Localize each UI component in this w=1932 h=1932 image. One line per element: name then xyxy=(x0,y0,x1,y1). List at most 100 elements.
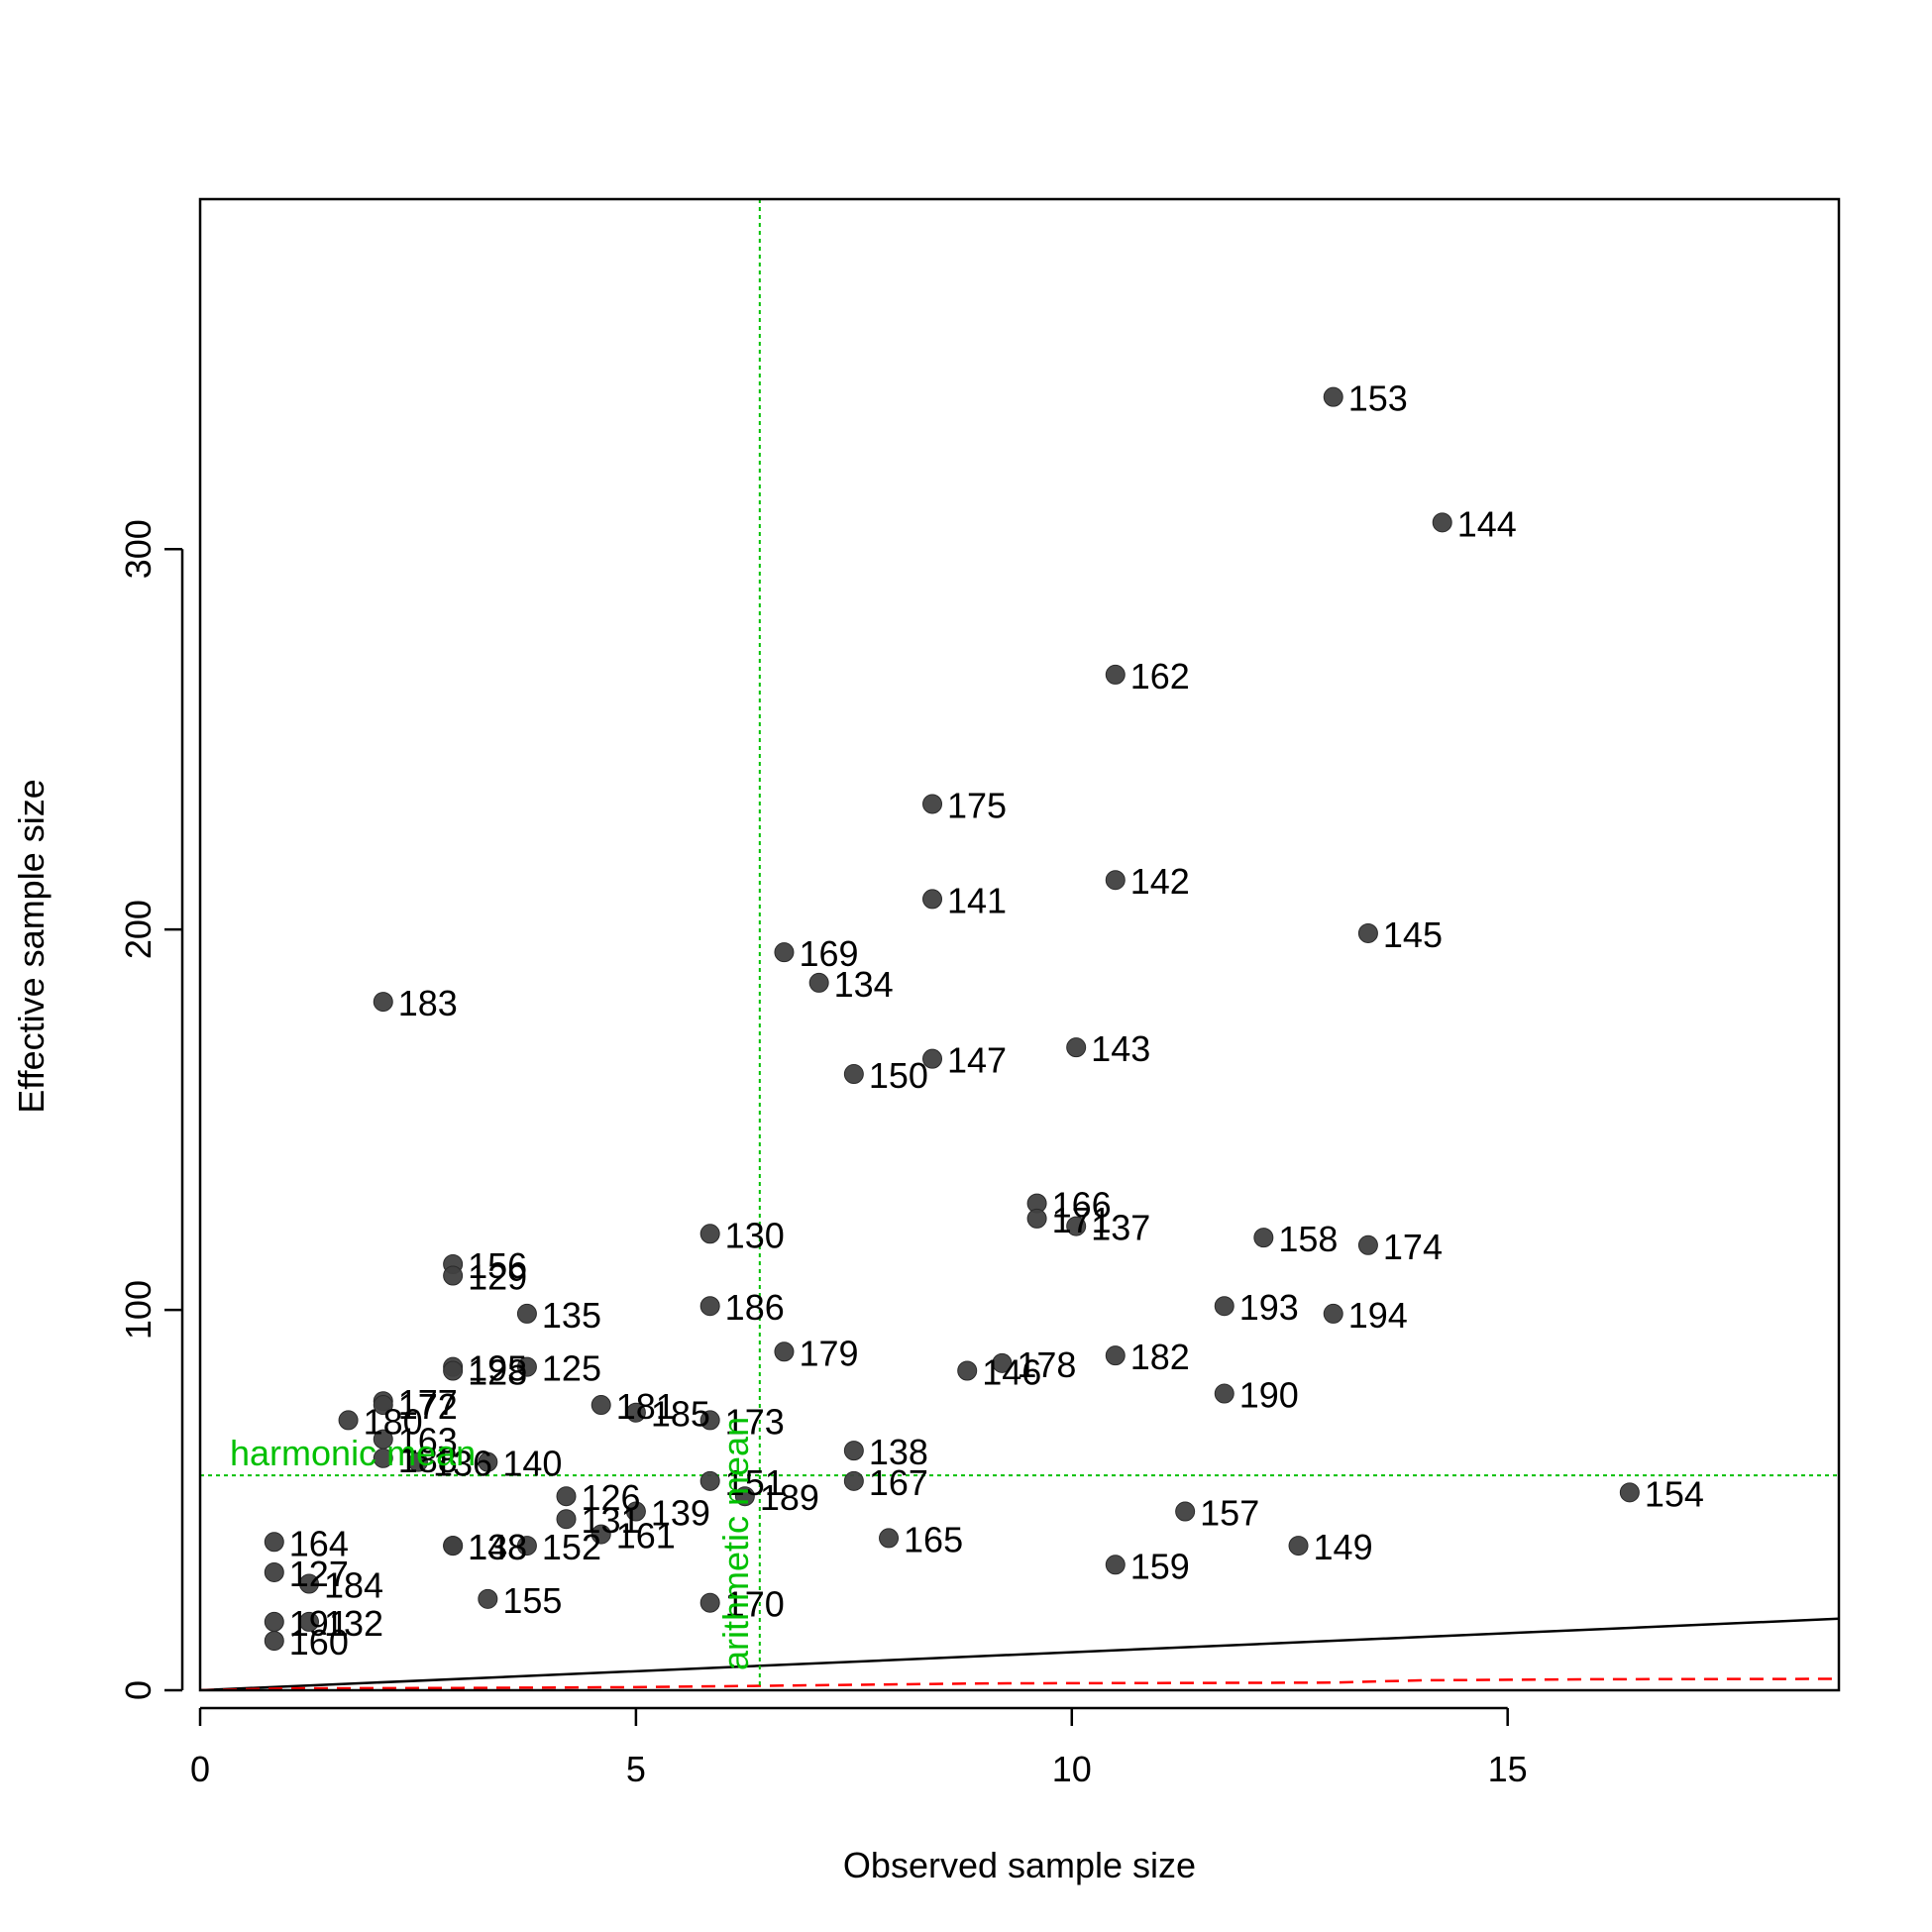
point-label-138: 138 xyxy=(869,1432,928,1472)
point-label-179: 179 xyxy=(799,1333,858,1373)
point-label-152: 152 xyxy=(542,1527,601,1567)
point-label-154: 154 xyxy=(1645,1473,1704,1514)
point-label-184: 184 xyxy=(324,1565,383,1606)
point-label-125: 125 xyxy=(542,1348,601,1389)
data-point-134 xyxy=(808,972,829,993)
point-label-163: 163 xyxy=(398,1421,458,1461)
data-point-161 xyxy=(590,1524,611,1545)
point-label-144: 144 xyxy=(1457,503,1517,544)
data-point-169 xyxy=(774,942,795,963)
data-point-171 xyxy=(1026,1208,1047,1229)
data-point-181 xyxy=(590,1395,611,1416)
data-point-182 xyxy=(1105,1345,1126,1366)
point-label-182: 182 xyxy=(1130,1337,1190,1377)
point-label-170: 170 xyxy=(725,1584,785,1625)
data-point-151 xyxy=(699,1470,720,1491)
point-label-186: 186 xyxy=(725,1287,785,1328)
data-point-184 xyxy=(298,1573,319,1594)
data-point-167 xyxy=(843,1470,864,1491)
plot-frame xyxy=(198,197,1841,1692)
y-tick-label-100: 100 xyxy=(118,1280,159,1340)
point-label-183: 183 xyxy=(398,983,458,1023)
data-point-190 xyxy=(1214,1383,1234,1404)
data-point-186 xyxy=(699,1296,720,1317)
y-axis-title: Effective sample size xyxy=(11,779,52,1113)
data-point-189 xyxy=(734,1486,755,1507)
data-point-193 xyxy=(1214,1296,1234,1317)
point-label-136: 136 xyxy=(433,1444,492,1484)
data-point-127 xyxy=(264,1561,284,1582)
lines-layer xyxy=(200,199,1839,1690)
point-label-149: 149 xyxy=(1314,1527,1373,1567)
data-point-157 xyxy=(1175,1501,1196,1522)
point-label-181: 181 xyxy=(616,1386,676,1427)
point-label-156: 156 xyxy=(468,1245,527,1286)
point-label-139: 139 xyxy=(651,1493,710,1534)
point-label-159: 159 xyxy=(1130,1546,1190,1586)
point-label-134: 134 xyxy=(834,964,894,1005)
data-point-130 xyxy=(699,1224,720,1244)
x-tick-label-0: 0 xyxy=(190,1749,210,1789)
x-tick-label-10: 10 xyxy=(1052,1749,1092,1789)
data-point-155 xyxy=(478,1588,498,1609)
point-label-148: 148 xyxy=(468,1527,527,1567)
point-label-194: 194 xyxy=(1348,1295,1408,1336)
x-tick-label-5: 5 xyxy=(626,1749,646,1789)
point-label-171: 171 xyxy=(1052,1200,1112,1240)
data-point-141 xyxy=(922,889,943,910)
data-point-125 xyxy=(516,1356,537,1377)
data-point-162 xyxy=(1105,664,1126,685)
point-label-143: 143 xyxy=(1091,1028,1150,1069)
data-point-194 xyxy=(1323,1303,1343,1324)
data-point-131 xyxy=(556,1509,577,1530)
point-label-128: 128 xyxy=(468,1352,527,1393)
point-label-169: 169 xyxy=(799,933,858,974)
point-label-155: 155 xyxy=(502,1580,562,1621)
point-label-153: 153 xyxy=(1348,378,1408,419)
point-label-147: 147 xyxy=(947,1040,1007,1081)
data-point-153 xyxy=(1323,386,1343,407)
point-label-175: 175 xyxy=(947,785,1007,825)
data-point-183 xyxy=(373,992,393,1013)
y-tick-label-0: 0 xyxy=(118,1680,159,1700)
data-point-139 xyxy=(625,1501,646,1522)
point-label-172: 172 xyxy=(398,1386,458,1427)
data-point-178 xyxy=(992,1352,1013,1373)
point-label-160: 160 xyxy=(289,1622,349,1663)
data-point-147 xyxy=(922,1048,943,1069)
point-label-178: 178 xyxy=(1017,1344,1076,1385)
point-label-133: 133 xyxy=(468,1527,527,1567)
data-point-126 xyxy=(556,1486,577,1507)
point-label-127: 127 xyxy=(289,1554,349,1594)
point-label-167: 167 xyxy=(869,1462,928,1503)
data-point-174 xyxy=(1357,1234,1378,1255)
data-point-145 xyxy=(1357,922,1378,943)
data-point-154 xyxy=(1619,1482,1640,1503)
point-label-126: 126 xyxy=(582,1477,641,1518)
point-label-180: 180 xyxy=(364,1401,423,1442)
point-label-193: 193 xyxy=(1239,1287,1299,1328)
data-point-135 xyxy=(516,1303,537,1324)
points-layer xyxy=(264,386,1640,1652)
point-label-129: 129 xyxy=(468,1257,527,1298)
point-label-132: 132 xyxy=(324,1603,383,1644)
data-point-188 xyxy=(373,1448,393,1468)
point-label-162: 162 xyxy=(1130,656,1190,697)
point-label-157: 157 xyxy=(1200,1493,1259,1534)
point-label-195: 195 xyxy=(468,1348,527,1389)
data-point-159 xyxy=(1105,1555,1126,1575)
data-point-172 xyxy=(373,1395,393,1416)
data-point-142 xyxy=(1105,870,1126,891)
data-point-179 xyxy=(774,1342,795,1362)
data-point-146 xyxy=(957,1360,978,1381)
data-point-144 xyxy=(1432,512,1452,533)
data-point-143 xyxy=(1066,1037,1087,1058)
data-point-149 xyxy=(1288,1536,1309,1556)
point-label-151: 151 xyxy=(725,1462,785,1503)
point-label-135: 135 xyxy=(542,1295,601,1336)
point-label-158: 158 xyxy=(1278,1219,1338,1259)
point-label-145: 145 xyxy=(1383,914,1443,955)
